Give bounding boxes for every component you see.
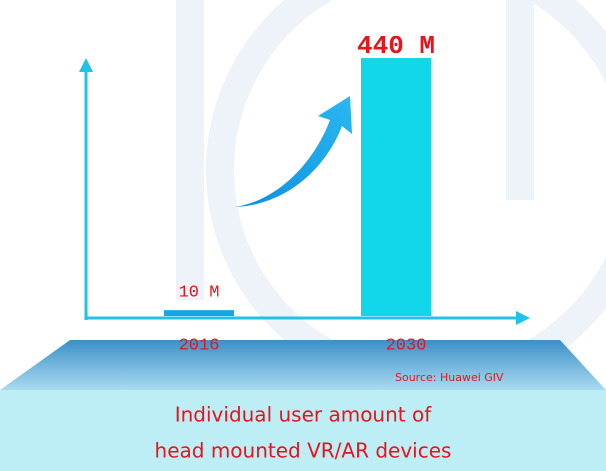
value-label: 440 M bbox=[357, 31, 435, 61]
caption: head mounted VR/AR devices bbox=[155, 439, 452, 463]
value-label: 10 M bbox=[179, 284, 220, 303]
platform bbox=[0, 340, 606, 390]
source: Source: Huawei GIV bbox=[395, 371, 504, 384]
bar bbox=[164, 310, 234, 316]
caption-box bbox=[0, 390, 606, 471]
growth-arrow bbox=[235, 96, 352, 207]
caption: Individual user amount of bbox=[175, 403, 433, 427]
x-axis-arrow bbox=[516, 311, 530, 325]
y-axis-arrow bbox=[79, 58, 93, 72]
bar bbox=[361, 58, 431, 316]
x-tick-label: 2030 bbox=[386, 336, 427, 355]
x-tick-label: 2016 bbox=[179, 336, 220, 355]
